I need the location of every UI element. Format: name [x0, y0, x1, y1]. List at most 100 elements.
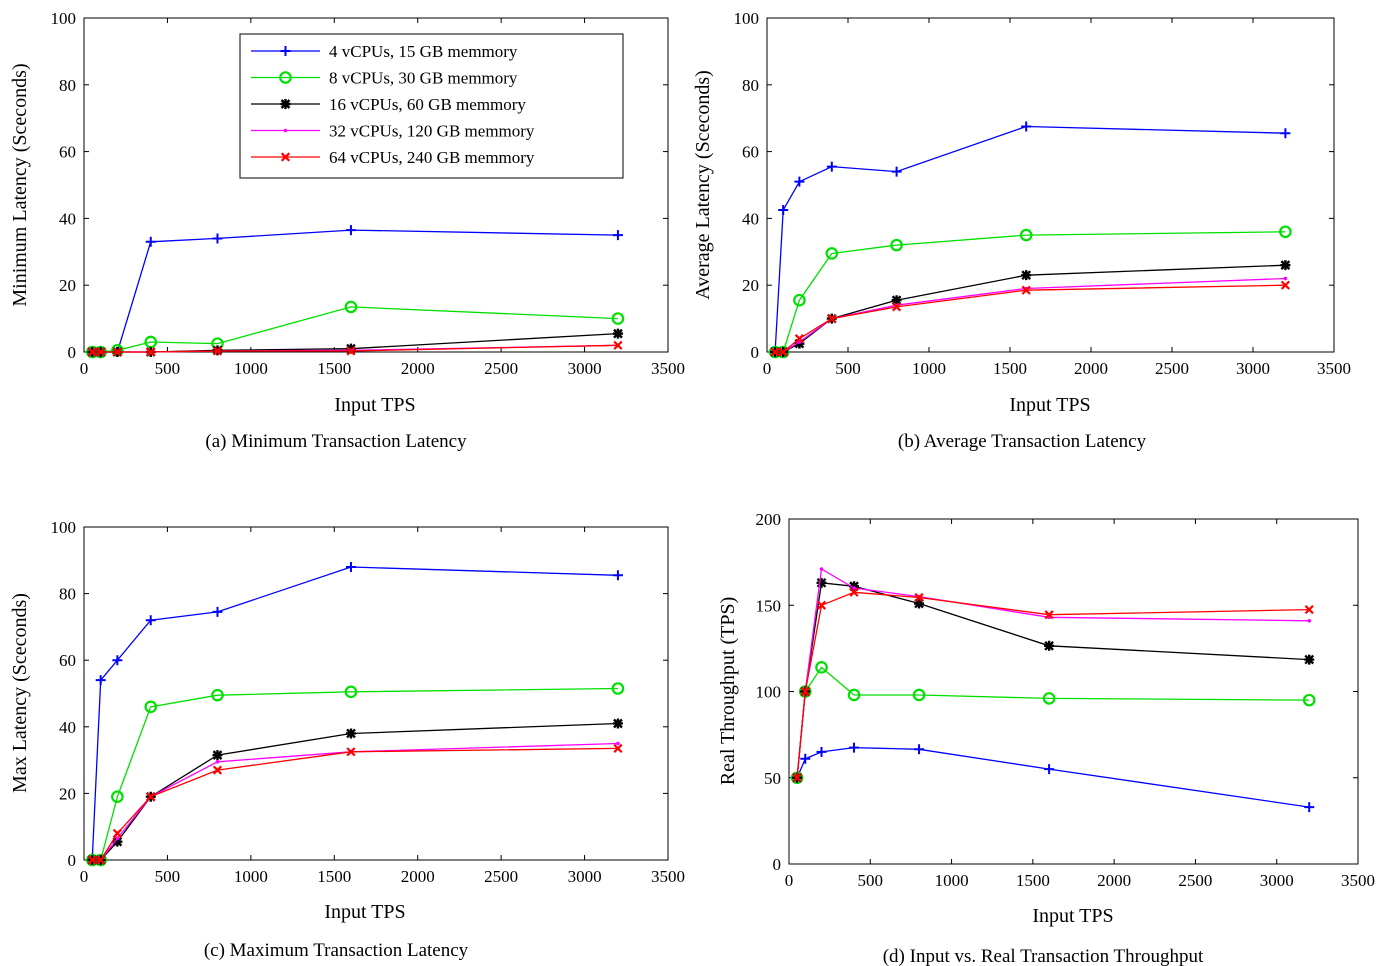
x-tick-label: 2000 [1097, 871, 1131, 890]
data-point [1283, 276, 1288, 281]
legend-item: 32 vCPUs, 120 GB memmory [251, 122, 535, 141]
y-tick-label: 20 [59, 784, 76, 803]
data-point [816, 577, 827, 588]
data-point [612, 718, 623, 729]
data-point [1280, 280, 1290, 290]
x-tick-label: 1500 [317, 359, 351, 378]
data-point [792, 773, 802, 783]
data-point [112, 836, 123, 847]
x-tick-label: 2500 [1178, 871, 1212, 890]
y-tick-label: 80 [59, 76, 76, 95]
data-point [613, 743, 623, 754]
data-point [1304, 654, 1315, 665]
data-point [1280, 128, 1291, 139]
y-tick-label: 0 [68, 343, 77, 362]
x-tick-label: 0 [763, 359, 772, 378]
data-point [816, 600, 827, 610]
legend-label: 32 vCPUs, 120 GB memmory [329, 122, 535, 141]
x-tick-label: 1000 [912, 359, 946, 378]
x-tick-label: 2000 [1074, 359, 1108, 378]
x-tick-label: 3500 [651, 359, 685, 378]
data-point [612, 328, 623, 339]
y-tick-label: 0 [68, 851, 77, 870]
plot-frame [83, 526, 669, 861]
data-point [87, 855, 97, 865]
data-point [346, 747, 356, 757]
data-point [891, 166, 902, 177]
data-point [826, 161, 837, 172]
data-point [1044, 764, 1055, 775]
data-point [890, 238, 903, 252]
data-point [852, 586, 856, 590]
series-line [796, 666, 1310, 778]
panel-average-latency: 0 500 1000 1500 2000 2500 3000 3500 0 20 40 60 80 100… [692, 9, 1351, 452]
x-tick-label: 3000 [1236, 359, 1270, 378]
data-point [112, 828, 122, 838]
legend-marker [279, 71, 292, 84]
y-tick-label: 60 [59, 143, 76, 162]
series-2 [768, 225, 1292, 359]
x-tick-label: 3000 [568, 867, 602, 886]
data-point [346, 346, 356, 356]
x-tick-label: 500 [858, 871, 884, 890]
data-point [1021, 285, 1031, 295]
series-line [92, 747, 618, 861]
x-tick-label: 0 [80, 867, 89, 886]
series-line [92, 722, 618, 861]
data-point [827, 314, 837, 324]
data-point [212, 765, 223, 775]
data-point [1042, 692, 1056, 705]
x-axis-label: Input TPS [1032, 905, 1113, 927]
legend-marker [280, 99, 291, 109]
x-tick-label: 3500 [1317, 359, 1351, 378]
data-point [1280, 260, 1291, 271]
x-tick-label: 3000 [1260, 871, 1294, 890]
series-1 [87, 561, 623, 864]
y-tick-label: 60 [59, 651, 76, 670]
series-3 [87, 718, 623, 865]
x-tick-label: 500 [155, 359, 181, 378]
y-tick-label: 0 [751, 343, 760, 362]
data-point [616, 741, 620, 746]
data-point [96, 347, 106, 357]
series-3 [770, 260, 1291, 357]
series-5 [87, 340, 623, 357]
data-point [794, 176, 805, 187]
plot-frame [766, 17, 1335, 353]
subfigure-caption: (a) Minimum Transaction Latency [205, 431, 467, 452]
data-point [1304, 802, 1315, 813]
data-point [345, 728, 356, 739]
series-line [91, 566, 618, 859]
x-tick-label: 500 [835, 359, 861, 378]
y-tick-label: 100 [51, 9, 77, 28]
data-point [145, 615, 156, 626]
y-axis-label: Real Throughput (TPS) [717, 597, 739, 786]
y-tick-label: 100 [734, 9, 760, 28]
data-point [914, 598, 925, 609]
legend-label: 4 vCPUs, 15 GB memmory [329, 42, 518, 61]
x-tick-label: 1500 [1016, 871, 1050, 890]
series-line [796, 746, 1310, 808]
series-5 [770, 280, 1290, 357]
x-tick-label: 3500 [651, 867, 685, 886]
legend-label: 64 vCPUs, 240 GB memmory [329, 148, 535, 167]
series-5 [792, 587, 1314, 783]
data-point [819, 567, 824, 571]
panel-minimum-latency: 0 500 1000 1500 2000 2500 3000 3500 0 20 40 60 80 100… [9, 9, 685, 452]
series-line [775, 284, 1286, 353]
data-point [211, 688, 224, 702]
series-5 [87, 743, 623, 865]
data-point [115, 836, 120, 841]
data-point [825, 247, 839, 260]
data-point [212, 606, 223, 617]
series-4 [90, 741, 620, 862]
y-axis-label: Minimum Latency (Sceconds) [9, 63, 31, 306]
panel-real-throughput: 0 500 1000 1500 2000 2500 3000 3500 0 50 100 150 200… [717, 510, 1375, 966]
data-point [800, 686, 810, 697]
y-tick-label: 40 [59, 718, 76, 737]
data-point [849, 587, 859, 597]
x-axis-label: Input TPS [334, 394, 415, 416]
legend: 4 vCPUs, 15 GB memmory 8 vCPUs, 30 GB mem… [239, 33, 624, 179]
data-point [212, 233, 223, 244]
data-point [1044, 610, 1054, 620]
